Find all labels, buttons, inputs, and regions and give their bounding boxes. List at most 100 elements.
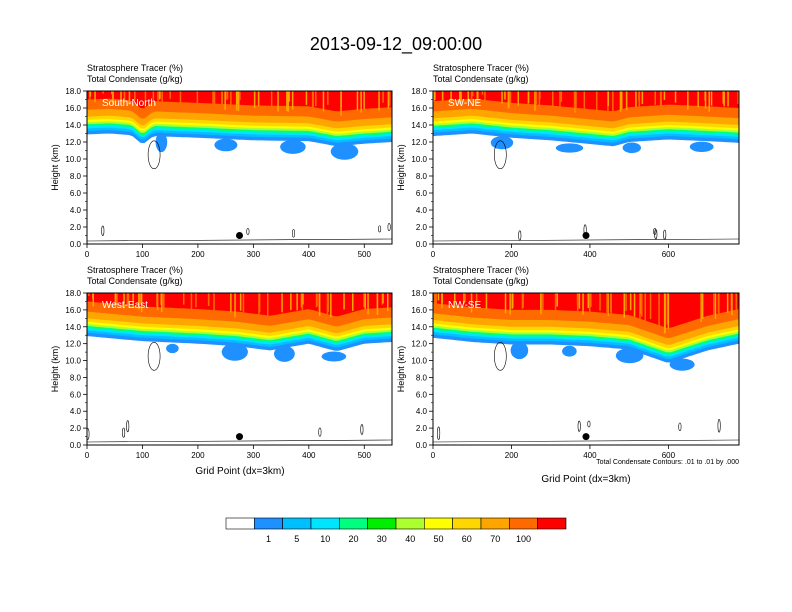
tracer-streak <box>639 293 641 325</box>
tracer-streak <box>460 91 462 102</box>
tracer-streak <box>157 91 159 105</box>
x-tick-label: 500 <box>358 451 372 460</box>
tracer-field <box>87 91 392 242</box>
y-axis-label: Height (km) <box>396 144 406 191</box>
colorbar-swatch <box>310 517 340 530</box>
tracer-streak <box>161 91 163 103</box>
y-tick-label: 4.0 <box>416 407 428 416</box>
condensate-contour-small <box>87 428 90 440</box>
tracer-streak <box>467 91 469 102</box>
y-tick-label: 0.0 <box>416 240 428 249</box>
tracer-streak <box>237 91 240 111</box>
y-tick-label: 0.0 <box>416 441 428 450</box>
tracer-streak <box>737 91 739 104</box>
tracer-streak <box>687 91 689 110</box>
tracer-streak <box>666 293 669 325</box>
x-axis-label-left: Grid Point (dx=3km) <box>195 466 284 477</box>
tracer-streak <box>504 91 506 100</box>
tracer-streak <box>596 91 598 110</box>
condensate-contour <box>493 140 507 170</box>
y-tick-label: 8.0 <box>416 172 428 181</box>
x-tick-label: 400 <box>302 250 316 259</box>
tracer-streak <box>589 293 591 314</box>
tracer-streak <box>701 293 704 319</box>
colorbar-swatch <box>225 517 255 530</box>
tracer-streak <box>226 91 229 99</box>
tracer-streak <box>235 91 238 111</box>
x-tick-label: 200 <box>191 250 205 259</box>
tracer-streak <box>575 91 577 112</box>
y-tick-label: 0.0 <box>70 441 82 450</box>
x-tick-label: 200 <box>191 451 205 460</box>
x-tick-label: 0 <box>85 250 90 259</box>
tracer-streak <box>239 91 241 100</box>
tracer-streak <box>542 293 544 312</box>
tracer-streak <box>576 293 579 315</box>
condensate-contour-surface <box>433 439 739 443</box>
tracer-streak <box>470 91 473 101</box>
y-tick-label: 8.0 <box>70 373 82 382</box>
colorbar-label: 10 <box>320 534 330 544</box>
tracer-streak <box>156 293 158 307</box>
tracer-streak <box>367 293 369 315</box>
condensate-contour-small <box>653 227 657 235</box>
tracer-streak <box>387 91 390 109</box>
tracer-streak <box>363 293 365 308</box>
y-tick-label: 12.0 <box>65 138 81 147</box>
tracer-streak <box>363 91 365 109</box>
x-tick-label: 200 <box>505 250 519 259</box>
y-tick-label: 2.0 <box>416 424 428 433</box>
tracer-streak <box>708 91 710 112</box>
y-tick-label: 14.0 <box>411 323 427 332</box>
x-tick-label: 500 <box>358 250 372 259</box>
condensate-contour-surface <box>87 238 392 242</box>
tracer-streak <box>629 293 632 311</box>
x-tick-label: 600 <box>662 250 676 259</box>
panel-west-east: Stratosphere Tracer (%)Total Condensate … <box>50 265 393 460</box>
tracer-streak <box>300 293 303 308</box>
tracer-streak <box>517 91 519 106</box>
y-tick-label: 14.0 <box>411 121 427 130</box>
y-tick-label: 2.0 <box>416 223 428 232</box>
tracer-streak <box>277 91 279 112</box>
tracer-streak <box>322 91 325 112</box>
y-tick-label: 8.0 <box>416 373 428 382</box>
tracer-streak <box>437 293 440 301</box>
tracer-streak <box>434 91 436 100</box>
tracer-streak <box>183 293 185 305</box>
x-tick-label: 300 <box>247 250 261 259</box>
condensate-contour-small <box>360 424 364 435</box>
x-tick-label: 400 <box>583 451 597 460</box>
y-tick-label: 12.0 <box>411 138 427 147</box>
tracer-streak <box>195 293 197 308</box>
tracer-streak <box>234 293 236 318</box>
panel-label: West-East <box>102 300 148 311</box>
y-tick-label: 12.0 <box>65 340 81 349</box>
y-tick-label: 8.0 <box>70 172 82 181</box>
tracer-streak <box>94 91 96 102</box>
tracer-streak <box>539 91 541 99</box>
y-tick-label: 18.0 <box>65 87 81 96</box>
y-tick-label: 10.0 <box>411 155 427 164</box>
tracer-streak <box>590 293 592 307</box>
tracer-streak <box>527 91 530 103</box>
x-tick-label: 200 <box>505 451 519 460</box>
tracer-streak <box>305 91 308 105</box>
tracer-streak <box>258 293 260 318</box>
tracer-plume <box>321 351 347 362</box>
y-tick-label: 10.0 <box>65 357 81 366</box>
tracer-streak <box>726 293 729 313</box>
tracer-streak <box>714 293 717 319</box>
tracer-streak <box>477 91 479 105</box>
tracer-plume <box>669 358 695 371</box>
y-tick-label: 18.0 <box>65 289 81 298</box>
tracer-streak <box>327 91 329 105</box>
condensate-contour-small <box>318 427 322 437</box>
condensate-contour <box>147 140 161 170</box>
panel-header-tracer: Stratosphere Tracer (%) <box>87 63 183 73</box>
tracer-streak <box>578 293 581 309</box>
tracer-streak <box>727 91 729 107</box>
colorbar-label: 40 <box>405 534 415 544</box>
tracer-streak <box>213 91 216 105</box>
tracer-streak <box>508 91 510 108</box>
